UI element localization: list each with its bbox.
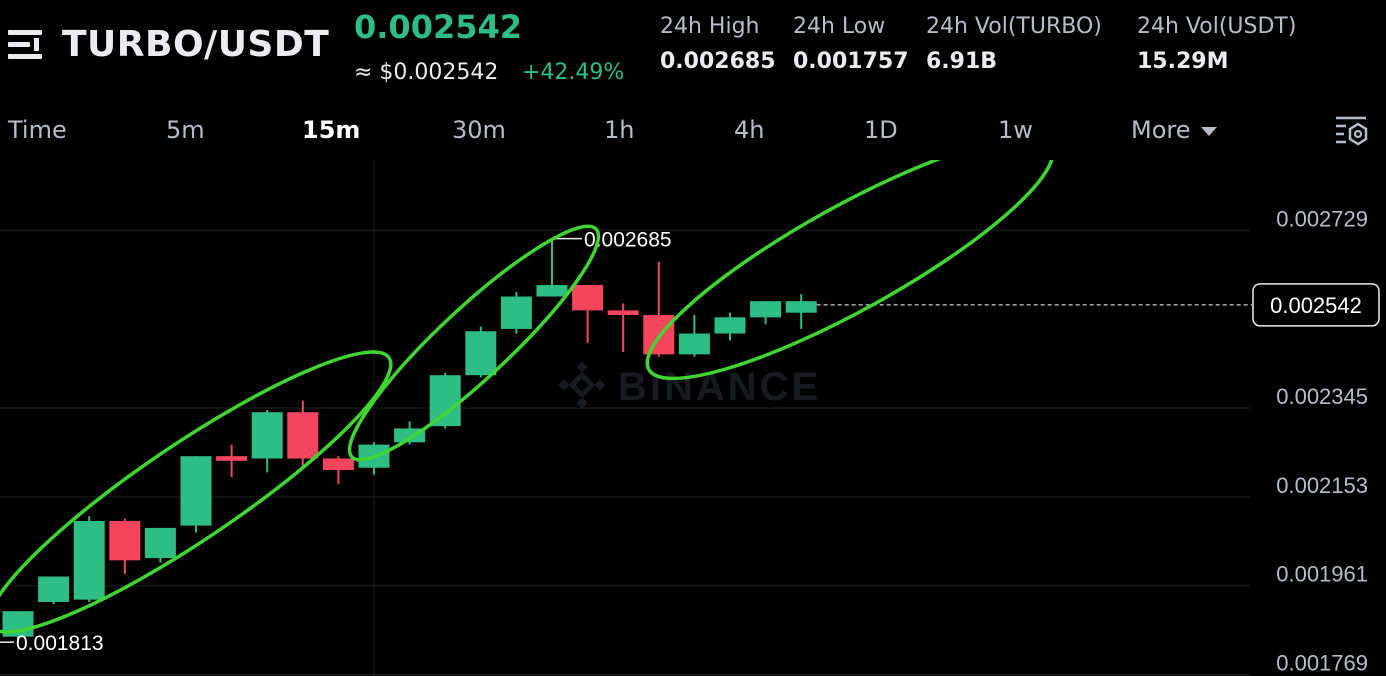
stat-24h-vol-base: 24h Vol(TURBO) 6.91B (926, 14, 1102, 74)
stat-label: 24h High (660, 14, 760, 39)
stat-24h-low: 24h Low 0.001757 (793, 14, 909, 74)
candle-body (536, 284, 568, 297)
candle-body (180, 456, 212, 526)
price-markers: 0.002542 0.002685 0.001813 (0, 229, 1380, 655)
last-price: 0.002542 (354, 8, 523, 46)
binance-watermark: BINANCE (558, 361, 818, 409)
menu-icon[interactable] (8, 28, 44, 62)
candle-body (251, 412, 283, 459)
chart-settings-icon[interactable] (1334, 114, 1370, 148)
candle-body (216, 456, 248, 461)
tab-5m[interactable]: 5m (166, 116, 205, 144)
candlestick-chart[interactable]: BINANCE 0.002729 0.002345 0.002153 0.001961… (0, 160, 1386, 676)
candle-body (429, 375, 461, 427)
candle-body (572, 284, 604, 311)
interval-tabs: Time 5m 15m 30m 1h 4h 1D 1w More (0, 108, 1386, 152)
current-price-tag (1252, 283, 1380, 327)
tab-1w[interactable]: 1w (998, 116, 1033, 144)
stat-label: 24h Low (793, 14, 886, 39)
ticker-header: TURBO/USDT 0.002542 ≈ $0.002542 +42.49% … (0, 0, 1386, 100)
candles (2, 238, 817, 643)
tab-1h[interactable]: 1h (604, 116, 635, 144)
stat-value: 0.002685 (660, 49, 776, 74)
price-change: +42.49% (522, 60, 625, 85)
candle-body (465, 331, 497, 376)
y-tick-label: 0.002729 (1276, 206, 1368, 231)
candle-body (678, 333, 710, 355)
stat-24h-vol-quote: 24h Vol(USDT) 15.29M (1137, 14, 1296, 74)
candle-body (287, 412, 319, 459)
tab-time[interactable]: Time (8, 116, 67, 144)
tab-4h[interactable]: 4h (734, 116, 765, 144)
tab-more-label: More (1131, 116, 1191, 144)
y-tick-label: 0.001961 (1276, 562, 1368, 587)
candle-body (109, 520, 141, 561)
y-tick-label: 0.002345 (1276, 384, 1368, 409)
current-price-label: 0.002542 (1270, 293, 1362, 318)
low-marker-label: 0.001813 (16, 632, 104, 655)
caret-down-icon (1200, 126, 1217, 136)
candle-body (750, 301, 782, 318)
y-tick-label: 0.002153 (1276, 473, 1368, 498)
stat-24h-high: 24h High 0.002685 (660, 14, 776, 74)
candle-body (607, 310, 639, 316)
stat-value: 0.001757 (793, 49, 909, 74)
candle-body (785, 301, 817, 313)
candle-body (322, 458, 354, 471)
candle-body (500, 296, 532, 329)
high-marker-label: 0.002685 (584, 229, 672, 252)
stat-label: 24h Vol(USDT) (1137, 14, 1297, 39)
tab-15m[interactable]: 15m (302, 116, 361, 144)
candle-body (714, 317, 746, 334)
tab-1d[interactable]: 1D (864, 116, 898, 144)
annotation-ellipse (645, 160, 1055, 381)
y-axis-labels: 0.002729 0.002345 0.002153 0.001961 0.001769 (1276, 206, 1368, 675)
candle-body (144, 527, 176, 558)
y-tick-label: 0.001769 (1276, 651, 1368, 676)
candle-body (73, 520, 105, 600)
annotation-ellipse (0, 350, 393, 634)
fiat-price: ≈ $0.002542 (354, 60, 499, 85)
tab-more[interactable]: More (1131, 116, 1217, 144)
trend-annotations (0, 160, 1055, 634)
stat-value: 6.91B (926, 49, 998, 74)
stat-value: 15.29M (1137, 49, 1229, 74)
trading-pair[interactable]: TURBO/USDT (62, 24, 330, 65)
candle-body (38, 576, 70, 602)
annotation-ellipse (347, 224, 601, 462)
tab-30m[interactable]: 30m (452, 116, 506, 144)
stat-label: 24h Vol(TURBO) (926, 14, 1102, 39)
